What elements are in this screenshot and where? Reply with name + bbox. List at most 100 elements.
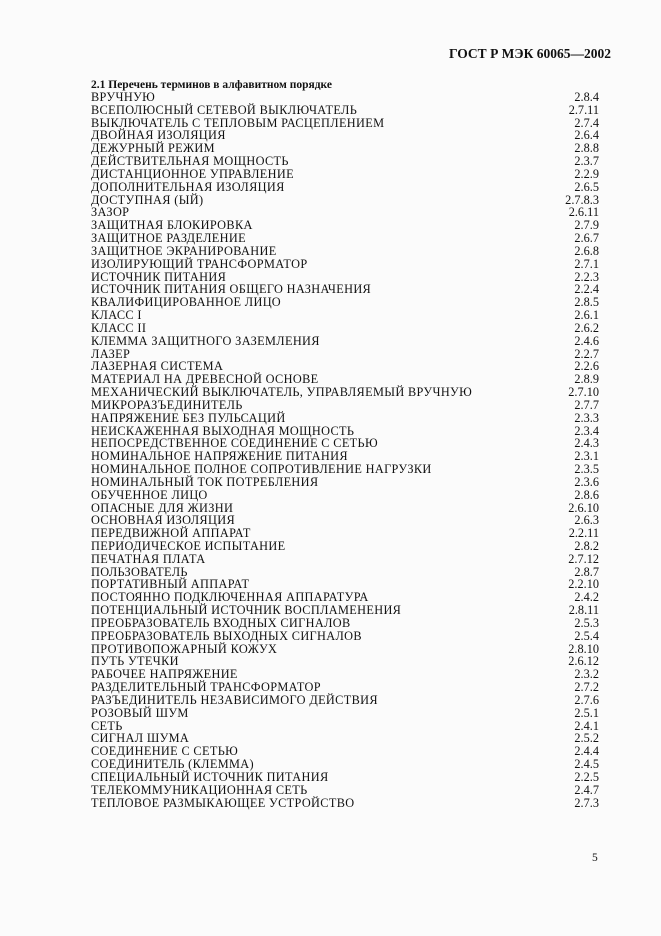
term-reference: 2.7.1: [574, 256, 599, 271]
term-reference: 2.4.1: [574, 718, 599, 733]
term-label: НАПРЯЖЕНИЕ БЕЗ ПУЛЬСАЦИЙ: [91, 410, 286, 425]
term-label: ДИСТАНЦИОННОЕ УПРАВЛЕНИЕ: [91, 166, 294, 181]
term-label: СИГНАЛ ШУМА: [91, 731, 190, 746]
term-row: ПОРТАТИВНЫЙ АППАРАТ 2.2.10: [91, 578, 599, 591]
term-row: ОБУЧЕННОЕ ЛИЦО 2.8.6: [91, 487, 599, 502]
term-label: ЛАЗЕРНАЯ СИСТЕМА: [91, 359, 224, 374]
term-label: ПОТЕНЦИАЛЬНЫЙ ИСТОЧНИК ВОСПЛАМЕНЕНИЯ: [91, 603, 402, 618]
term-reference: 2.7.6: [574, 692, 599, 707]
term-row: ЛАЗЕР 2.2.7: [91, 346, 599, 361]
term-row: КВАЛИФИЦИРОВАННОЕ ЛИЦО 2.8.5: [91, 296, 599, 309]
term-label: РАЗДЕЛИТЕЛЬНЫЙ ТРАНСФОРМАТОР: [91, 680, 321, 695]
term-reference: 2.3.3: [574, 410, 599, 425]
term-reference: 2.7.2: [574, 680, 599, 695]
term-reference: 2.4.4: [574, 744, 599, 759]
term-label: ЗАЩИТНАЯ БЛОКИРОВКА: [91, 218, 253, 233]
term-row: СЕТЬ 2.4.1: [91, 718, 599, 733]
term-reference: 2.7.11: [568, 102, 599, 117]
term-label: КЛАСС II: [91, 320, 147, 335]
term-row: РАЗДЕЛИТЕЛЬНЫЙ ТРАНСФОРМАТОР 2.7.2: [91, 681, 599, 694]
term-row: ИСТОЧНИК ПИТАНИЯ 2.2.3: [91, 269, 599, 284]
term-reference: 2.6.4: [574, 128, 599, 143]
term-reference: 2.4.5: [574, 757, 599, 772]
term-reference: 2.2.11: [568, 526, 599, 541]
term-row: ПУТЬ УТЕЧКИ 2.6.12: [91, 655, 599, 668]
term-row: ИЗОЛИРУЮЩИЙ ТРАНСФОРМАТОР 2.7.1: [91, 256, 599, 271]
term-reference: 2.8.9: [574, 372, 599, 387]
term-row: ПРЕОБРАЗОВАТЕЛЬ ВХОДНЫХ СИГНАЛОВ 2.5.3: [91, 617, 599, 630]
terms-list: ВРУЧНУЮ 2.8.4 ВСЕПОЛЮСНЫЙ СЕТЕВОЙ ВЫКЛЮЧАТ…: [91, 91, 599, 809]
term-label: СОЕДИНЕНИЕ С СЕТЬЮ: [91, 744, 239, 759]
term-reference: 2.5.1: [574, 705, 599, 720]
term-label: СОЕДИНИТЕЛЬ (КЛЕММА): [91, 757, 254, 772]
term-label: ИСТОЧНИК ПИТАНИЯ: [91, 269, 227, 284]
term-label: ДВОЙНАЯ ИЗОЛЯЦИЯ: [91, 128, 226, 143]
term-reference: 2.8.2: [574, 538, 599, 553]
term-reference: 2.6.5: [574, 179, 599, 194]
term-reference: 2.7.3: [574, 795, 599, 810]
term-label: ОБУЧЕННОЕ ЛИЦО: [91, 487, 208, 502]
term-label: МАТЕРИАЛ НА ДРЕВЕСНОЙ ОСНОВЕ: [91, 372, 319, 387]
term-reference: 2.3.1: [574, 449, 599, 464]
term-label: ВРУЧНУЮ: [91, 90, 156, 104]
term-label: НЕПОСРЕДСТВЕННОЕ СОЕДИНЕНИЕ С СЕТЬЮ: [91, 436, 378, 451]
term-reference: 2.4.2: [574, 590, 599, 605]
term-row: НЕПОСРЕДСТВЕННОЕ СОЕДИНЕНИЕ С СЕТЬЮ 2.4.3: [91, 437, 599, 450]
term-row: НЕИСКАЖЕННАЯ ВЫХОДНАЯ МОЩНОСТЬ 2.3.4: [91, 423, 599, 438]
term-reference: 2.2.7: [574, 346, 599, 361]
term-label: НЕИСКАЖЕННАЯ ВЫХОДНАЯ МОЩНОСТЬ: [91, 423, 355, 438]
term-row: СПЕЦИАЛЬНЫЙ ИСТОЧНИК ПИТАНИЯ 2.2.5: [91, 771, 599, 784]
term-label: ИЗОЛИРУЮЩИЙ ТРАНСФОРМАТОР: [91, 256, 308, 271]
term-reference: 2.2.6: [574, 359, 599, 374]
term-reference: 2.3.6: [574, 474, 599, 489]
term-row: ДИСТАНЦИОННОЕ УПРАВЛЕНИЕ 2.2.9: [91, 168, 599, 181]
term-label: ПОСТОЯННО ПОДКЛЮЧЕННАЯ АППАРАТУРА: [91, 590, 369, 605]
term-row: ВСЕПОЛЮСНЫЙ СЕТЕВОЙ ВЫКЛЮЧАТЕЛЬ 2.7.11: [91, 102, 599, 117]
term-row: ЗАЗОР 2.6.11: [91, 206, 599, 219]
term-label: ИСТОЧНИК ПИТАНИЯ ОБЩЕГО НАЗНАЧЕНИЯ: [91, 282, 372, 297]
term-label: ТЕПЛОВОЕ РАЗМЫКАЮЩЕЕ УСТРОЙСТВО: [91, 795, 355, 810]
term-row: КЛЕММА ЗАЩИТНОГО ЗАЗЕМЛЕНИЯ 2.4.6: [91, 333, 599, 348]
term-label: НОМИНАЛЬНОЕ ПОЛНОЕ СОПРОТИВЛЕНИЕ НАГРУЗК…: [91, 462, 432, 477]
term-label: ЛАЗЕР: [91, 346, 131, 361]
term-row: КЛАСС II 2.6.2: [91, 322, 599, 335]
document-header: ГОСТ Р МЭК 60065—2002: [449, 46, 611, 61]
term-row: ДЕЖУРНЫЙ РЕЖИМ 2.8.8: [91, 142, 599, 155]
term-label: ВЫКЛЮЧАТЕЛЬ С ТЕПЛОВЫМ РАСЦЕПЛЕНИЕМ: [91, 115, 385, 130]
term-row: РОЗОВЫЙ ШУМ 2.5.1: [91, 705, 599, 720]
term-label: ПЕЧАТНАЯ ПЛАТА: [91, 551, 206, 566]
term-label: ЗАЗОР: [91, 205, 130, 220]
term-label: НОМИНАЛЬНЫЙ ТОК ПОТРЕБЛЕНИЯ: [91, 474, 319, 489]
term-label: ПЕРИОДИЧЕСКОЕ ИСПЫТАНИЕ: [91, 538, 286, 553]
term-row: ТЕЛЕКОММУНИКАЦИОННАЯ СЕТЬ 2.4.7: [91, 783, 599, 797]
term-reference: 2.3.5: [574, 462, 599, 477]
term-label: ПРЕОБРАЗОВАТЕЛЬ ВХОДНЫХ СИГНАЛОВ: [91, 615, 351, 630]
term-label: НОМИНАЛЬНОЕ НАПРЯЖЕНИЕ ПИТАНИЯ: [91, 449, 348, 464]
term-label: СЕТЬ: [91, 718, 123, 733]
term-reference: 2.6.2: [574, 320, 599, 335]
term-row: НОМИНАЛЬНОЕ НАПРЯЖЕНИЕ ПИТАНИЯ 2.3.1: [91, 450, 599, 463]
term-row: ПЕЧАТНАЯ ПЛАТА 2.7.12: [91, 551, 599, 566]
term-row: СИГНАЛ ШУМА 2.5.2: [91, 732, 599, 745]
term-label: КЛЕММА ЗАЩИТНОГО ЗАЗЕМЛЕНИЯ: [91, 333, 320, 348]
term-label: КЛАСС I: [91, 308, 142, 323]
term-reference: 2.2.5: [574, 769, 599, 784]
term-row: ДЕЙСТВИТЕЛЬНАЯ МОЩНОСТЬ 2.3.7: [91, 155, 599, 168]
term-reference: 2.7.7: [574, 397, 599, 412]
term-row: ПЕРЕДВИЖНОЙ АППАРАТ 2.2.11: [91, 527, 599, 540]
term-reference: 2.7.12: [568, 551, 599, 566]
term-reference: 2.2.9: [574, 166, 599, 181]
term-label: ПУТЬ УТЕЧКИ: [91, 654, 179, 669]
term-reference: 2.7.10: [568, 385, 599, 400]
term-label: МЕХАНИЧЕСКИЙ ВЫКЛЮЧАТЕЛЬ, УПРАВЛЯЕМЫЙ ВР…: [91, 385, 473, 400]
section-title: 2.1 Перечень терминов в алфавитном поряд…: [91, 79, 332, 91]
term-reference: 2.4.3: [574, 436, 599, 451]
term-row: НОМИНАЛЬНОЕ ПОЛНОЕ СОПРОТИВЛЕНИЕ НАГРУЗК…: [91, 463, 599, 476]
term-label: ВСЕПОЛЮСНЫЙ СЕТЕВОЙ ВЫКЛЮЧАТЕЛЬ: [91, 102, 358, 117]
term-label: ДОСТУПНАЯ (ЫЙ): [91, 192, 204, 207]
term-row: РАБОЧЕЕ НАПРЯЖЕНИЕ 2.3.2: [91, 668, 599, 681]
term-label: ОПАСНЫЕ ДЛЯ ЖИЗНИ: [91, 500, 234, 515]
term-label: СПЕЦИАЛЬНЫЙ ИСТОЧНИК ПИТАНИЯ: [91, 769, 329, 784]
term-row: РАЗЪЕДИНИТЕЛЬ НЕЗАВИСИМОГО ДЕЙСТВИЯ 2.7.6: [91, 694, 599, 707]
term-reference: 2.7.9: [574, 218, 599, 233]
